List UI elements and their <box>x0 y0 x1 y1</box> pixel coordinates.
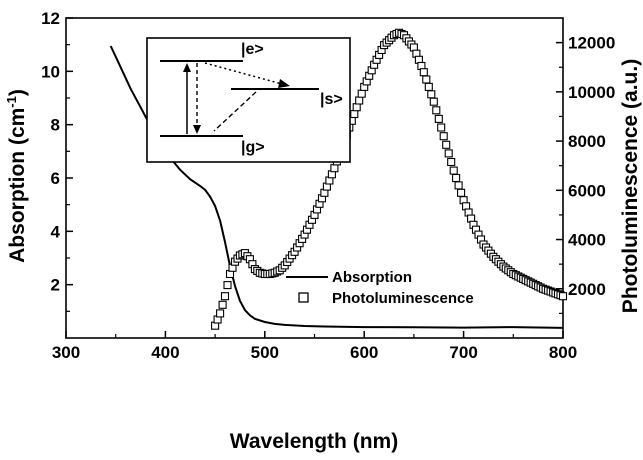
x-tick-label: 300 <box>52 343 80 362</box>
photoluminescence-point <box>355 96 364 105</box>
photoluminescence-point <box>218 300 227 309</box>
photoluminescence-point <box>350 109 359 119</box>
photoluminescence-point <box>220 292 230 301</box>
y-left-tick-label: 2 <box>51 276 60 295</box>
x-tick-label: 800 <box>549 343 577 362</box>
photoluminescence-point <box>424 82 433 91</box>
photoluminescence-point <box>434 114 443 123</box>
y-right-tick-label: 6000 <box>568 181 606 200</box>
y-axis-right: 2000 4000 6000 8000 10000 12000 <box>556 34 615 314</box>
y-right-tick-label: 2000 <box>568 280 606 299</box>
arrow-emission-head <box>193 125 201 134</box>
photoluminescence-point <box>429 97 438 106</box>
photoluminescence-point <box>419 68 428 77</box>
inset-frame <box>146 37 351 163</box>
y-axis-right-title: Photoluminescence (a.u.) <box>619 59 642 313</box>
photoluminescence-point <box>427 90 436 99</box>
photoluminescence-point <box>432 106 441 115</box>
photoluminescence-point <box>330 164 339 173</box>
arrow-s-to-g <box>213 91 257 132</box>
inset-energy-diagram: |e> |s> |g> <box>146 37 351 163</box>
photoluminescence-point <box>439 132 448 141</box>
y-left-tick-label: 12 <box>41 9 60 28</box>
y-left-title-close: ) <box>6 89 29 96</box>
legend-photoluminescence-label: Photoluminescence <box>332 290 474 307</box>
photoluminescence-point <box>216 309 225 318</box>
photoluminescence-point <box>454 181 463 190</box>
photoluminescence-point <box>223 281 232 290</box>
y-left-title-base: Absorption (cm <box>6 108 29 263</box>
legend: Absorption Photoluminescence <box>286 269 474 307</box>
arrow-e-to-s-head <box>278 79 290 88</box>
photoluminescence-point <box>444 149 453 158</box>
x-tick-label: 500 <box>251 343 279 362</box>
y-axis-left-title: Absorption (cm-1) <box>4 89 29 263</box>
arrow-absorption-head <box>183 63 191 72</box>
photoluminescence-point <box>447 157 456 167</box>
state-e-label: |e> <box>241 41 264 58</box>
photoluminescence-point <box>357 89 366 98</box>
photoluminescence-point <box>457 188 466 197</box>
y-left-tick-label: 6 <box>51 169 60 188</box>
photoluminescence-point <box>452 173 461 183</box>
state-g-label: |g> <box>241 139 265 156</box>
y-right-tick-label: 10000 <box>568 83 615 102</box>
legend-photoluminescence-swatch <box>298 292 309 303</box>
y-left-tick-label: 4 <box>51 222 61 241</box>
y-right-tick-label: 4000 <box>568 231 606 250</box>
y-right-tick-label: 8000 <box>568 132 606 151</box>
x-axis-title: Wavelength (nm) <box>230 430 398 453</box>
legend-absorption-label: Absorption <box>332 269 412 286</box>
x-tick-label: 700 <box>449 343 477 362</box>
y-left-tick-label: 10 <box>41 62 60 81</box>
photoluminescence-point <box>442 140 451 149</box>
x-axis: 300 400 500 600 700 800 <box>52 331 577 362</box>
photoluminescence-point <box>449 166 458 175</box>
y-left-title-sup: -1 <box>4 96 19 108</box>
photoluminescence-point <box>352 103 361 112</box>
y-right-tick-label: 12000 <box>568 34 615 53</box>
photoluminescence-point <box>422 75 431 84</box>
arrow-e-to-s <box>204 62 283 85</box>
y-left-tick-label: 8 <box>51 116 60 135</box>
photoluminescence-point <box>437 123 446 132</box>
state-s-label: |s> <box>320 91 343 108</box>
photoluminescence-point <box>558 292 568 301</box>
x-tick-label: 400 <box>151 343 179 362</box>
x-tick-label: 600 <box>350 343 378 362</box>
y-axis-left: 2 4 6 8 10 12 <box>41 9 73 312</box>
